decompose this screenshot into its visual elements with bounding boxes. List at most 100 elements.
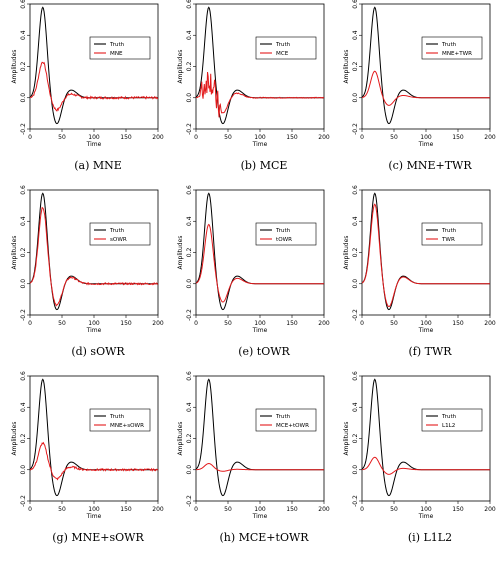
panel-caption: (c) MNE+TWR [388, 159, 472, 172]
plot-frame [361, 375, 491, 502]
y-tick-label: 0.2 [20, 62, 27, 72]
legend-label-estimate: MNE+TWR [442, 51, 472, 57]
x-tick-label: 150 [286, 506, 298, 513]
y-tick-label: 0.0 [186, 93, 193, 103]
x-tick-label: 100 [254, 134, 266, 141]
x-tick-label: 150 [120, 506, 132, 513]
legend-label-truth: Truth [441, 42, 457, 48]
panel-2: -0.2 0.0 0.2 0.4 0.6 0 50 100 150 200 Time Amplitud… [177, 0, 330, 172]
y-axis-label: Amplitudes [177, 50, 184, 84]
x-tick-label: 100 [420, 134, 432, 141]
y-tick-label: 0.4 [352, 216, 359, 226]
x-tick-label: 200 [152, 506, 164, 513]
plot-frame [29, 375, 159, 502]
panel-3: -0.2 0.0 0.2 0.4 0.6 0 50 100 150 200 Time Amplitud… [343, 0, 496, 172]
legend-label-truth: Truth [441, 228, 457, 234]
estimate-line [196, 223, 324, 303]
x-tick-label: 200 [484, 506, 496, 513]
estimate-line [30, 61, 158, 112]
x-tick-label: 100 [254, 320, 266, 327]
y-tick-label: 0.0 [20, 465, 27, 475]
y-tick-label: 0.4 [186, 402, 193, 412]
y-tick-label: 0.6 [20, 185, 27, 195]
legend-label-estimate: MNE [110, 51, 123, 57]
truth-line [196, 6, 324, 125]
panel-7: -0.2 0.0 0.2 0.4 0.6 0 50 100 150 200 Time Amplitud… [11, 371, 164, 544]
x-axis-label: Time [418, 141, 434, 148]
panel-caption: (f) TWR [408, 345, 452, 358]
x-axis-label: Time [252, 513, 268, 520]
x-tick-label: 150 [452, 134, 464, 141]
x-tick-label: 50 [390, 506, 398, 513]
y-tick-label: 0.0 [352, 93, 359, 103]
x-tick-label: 0 [360, 134, 364, 141]
x-tick-label: 200 [484, 320, 496, 327]
y-axis-label: Amplitudes [177, 236, 184, 270]
x-tick-label: 50 [224, 134, 232, 141]
truth-line [362, 6, 490, 125]
truth-line [30, 192, 158, 311]
y-tick-label: -0.2 [352, 123, 359, 135]
y-axis-label: Amplitudes [177, 422, 184, 456]
y-tick-label: -0.2 [20, 495, 27, 507]
x-tick-label: 50 [224, 506, 232, 513]
x-axis-label: Time [86, 141, 102, 148]
x-tick-label: 0 [194, 134, 198, 141]
x-axis-label: Time [418, 327, 434, 334]
estimate-line [362, 70, 490, 106]
y-tick-label: 0.0 [20, 93, 27, 103]
y-tick-label: 0.2 [352, 434, 359, 444]
y-tick-label: 0.6 [186, 371, 193, 381]
y-tick-label: 0.4 [20, 216, 27, 226]
y-tick-label: 0.4 [186, 216, 193, 226]
legend-label-truth: Truth [109, 414, 125, 420]
x-tick-label: 200 [318, 320, 330, 327]
panel-caption: (g) MNE+sOWR [52, 531, 144, 544]
x-tick-label: 150 [452, 506, 464, 513]
y-tick-label: 0.0 [20, 279, 27, 289]
panel-9: -0.2 0.0 0.2 0.4 0.6 0 50 100 150 200 Time Amplitud… [343, 371, 496, 544]
x-tick-label: 200 [484, 134, 496, 141]
legend-label-truth: Truth [275, 228, 291, 234]
y-tick-label: -0.2 [352, 495, 359, 507]
x-tick-label: 0 [360, 506, 364, 513]
y-tick-label: 0.2 [20, 434, 27, 444]
estimate-line [362, 456, 490, 475]
panel-1: -0.2 0.0 0.2 0.4 0.6 0 50 100 150 200 Time Amplitud… [11, 0, 164, 172]
y-tick-label: 0.2 [186, 62, 193, 72]
plot-frame [29, 189, 159, 316]
y-tick-label: 0.4 [352, 402, 359, 412]
panel-caption: (i) L1L2 [408, 531, 452, 544]
legend-label-truth: Truth [441, 414, 457, 420]
panel-caption: (a) MNE [74, 159, 122, 172]
truth-line [196, 192, 324, 311]
legend-label-truth: Truth [109, 42, 125, 48]
legend-label-estimate: MCE [276, 51, 289, 57]
truth-line [30, 378, 158, 497]
x-tick-label: 0 [28, 320, 32, 327]
panel-caption: (h) MCE+tOWR [219, 531, 309, 544]
y-tick-label: -0.2 [186, 123, 193, 135]
y-tick-label: -0.2 [20, 309, 27, 321]
plot-frame [361, 3, 491, 130]
panel-6: -0.2 0.0 0.2 0.4 0.6 0 50 100 150 200 Time Amplitud… [343, 185, 496, 358]
legend-label-truth: Truth [109, 228, 125, 234]
x-tick-label: 100 [88, 506, 100, 513]
plot-frame [195, 189, 325, 316]
y-axis-label: Amplitudes [11, 422, 18, 456]
panel-caption: (e) tOWR [238, 345, 290, 358]
y-tick-label: 0.2 [352, 248, 359, 258]
y-tick-label: 0.2 [352, 62, 359, 72]
y-tick-label: 0.4 [186, 30, 193, 40]
x-tick-label: 100 [420, 320, 432, 327]
y-axis-label: Amplitudes [343, 50, 350, 84]
estimate-line [30, 206, 158, 307]
y-tick-label: 0.6 [186, 185, 193, 195]
x-tick-label: 0 [194, 506, 198, 513]
y-tick-label: 0.4 [352, 30, 359, 40]
x-axis-label: Time [86, 327, 102, 334]
x-tick-label: 150 [120, 134, 132, 141]
y-tick-label: 0.2 [20, 248, 27, 258]
truth-line [196, 378, 324, 497]
